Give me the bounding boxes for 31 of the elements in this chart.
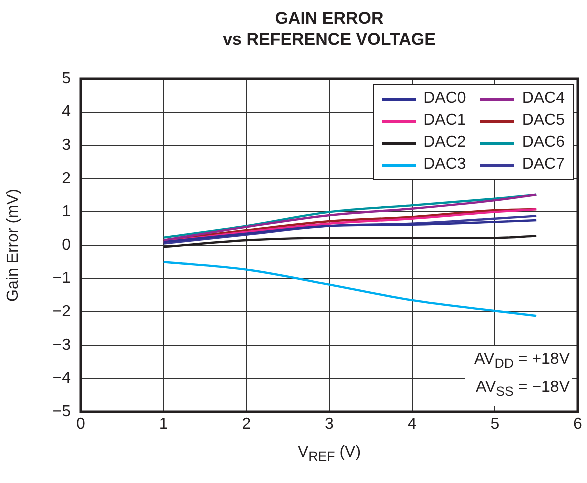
y-tick-label: −2 <box>52 304 72 321</box>
x-tick-label: 1 <box>159 416 168 434</box>
x-tick-label: 0 <box>76 416 86 434</box>
y-tick-label: 1 <box>62 204 72 221</box>
annotation: AV$_{DD}$ = +18V <box>474 350 570 373</box>
legend-label: DAC6 <box>522 134 565 152</box>
y-tick-label: 2 <box>62 170 72 188</box>
x-axis-title: V$_{REF}$ (V) <box>296 444 362 464</box>
y-tick-label: −3 <box>52 336 72 354</box>
chart-title: GAIN ERROR vs REFERENCE VOLTAGE <box>222 8 437 50</box>
y-tick-label: −1 <box>52 270 72 288</box>
y-tick-label: 4 <box>62 104 72 121</box>
x-tick-label: 3 <box>325 416 334 434</box>
y-tick-label: 3 <box>62 137 72 154</box>
y-tick-label: 0 <box>62 236 72 254</box>
legend-label: DAC0 <box>424 90 466 108</box>
y-axis-title: Gain Error (mV) <box>5 189 22 302</box>
legend-label: DAC5 <box>522 112 565 130</box>
legend-label: DAC2 <box>424 134 466 152</box>
x-tick-label: 2 <box>242 416 252 434</box>
x-tick-label: 6 <box>574 416 583 434</box>
x-tick-label: 4 <box>408 416 417 434</box>
y-tick-label: −4 <box>52 370 72 388</box>
y-tick-label: −5 <box>52 403 72 420</box>
annotation: AV$_{SS}$ = −18V <box>475 378 570 401</box>
legend-label: DAC7 <box>522 156 565 174</box>
x-tick-label: 5 <box>490 416 500 434</box>
legend-label: DAC3 <box>424 156 466 174</box>
legend-label: DAC1 <box>424 112 466 130</box>
y-tick-label: 5 <box>62 70 72 88</box>
legend-label: DAC4 <box>522 90 565 108</box>
